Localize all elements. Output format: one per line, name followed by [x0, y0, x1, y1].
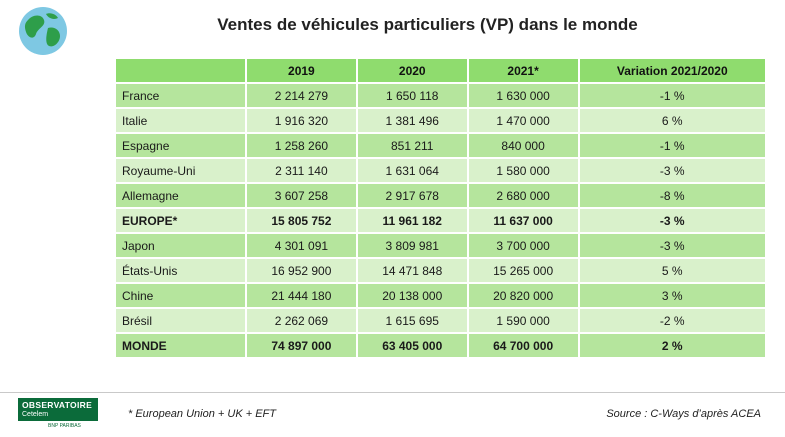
value-2019-cell: 1 916 320	[246, 109, 356, 132]
variation-cell: 5 %	[579, 259, 765, 282]
value-2019-cell: 4 301 091	[246, 234, 356, 257]
value-2021-cell: 1 470 000	[468, 109, 578, 132]
value-2021-cell: 11 637 000	[468, 209, 578, 232]
table-row: France 2 214 279 1 650 118 1 630 000 -1 …	[116, 84, 765, 107]
value-2020-cell: 1 615 695	[357, 309, 467, 332]
value-2020-cell: 1 631 064	[357, 159, 467, 182]
variation-cell: 6 %	[579, 109, 765, 132]
logo-title: OBSERVATOIRE	[18, 398, 98, 411]
value-2019-cell: 21 444 180	[246, 284, 356, 307]
value-2020-cell: 14 471 848	[357, 259, 467, 282]
table-row: Italie 1 916 320 1 381 496 1 470 000 6 %	[116, 109, 765, 132]
country-cell: Japon	[116, 234, 245, 257]
header-cell-variation: Variation 2021/2020	[579, 59, 765, 82]
value-2019-cell: 2 262 069	[246, 309, 356, 332]
country-cell: Allemagne	[116, 184, 245, 207]
value-2020-cell: 2 917 678	[357, 184, 467, 207]
variation-cell: -3 %	[579, 159, 765, 182]
value-2019-cell: 15 805 752	[246, 209, 356, 232]
value-2020-cell: 851 211	[357, 134, 467, 157]
value-2019-cell: 2 214 279	[246, 84, 356, 107]
footnote: * European Union + UK + EFT	[128, 408, 276, 420]
header-cell-2020: 2020	[357, 59, 467, 82]
source-note: Source : C-Ways d’après ACEA	[606, 408, 761, 420]
value-2019-cell: 1 258 260	[246, 134, 356, 157]
value-2019-cell: 2 311 140	[246, 159, 356, 182]
value-2020-cell: 1 381 496	[357, 109, 467, 132]
table-row: Allemagne 3 607 258 2 917 678 2 680 000 …	[116, 184, 765, 207]
table-header-row: 2019 2020 2021* Variation 2021/2020	[116, 59, 765, 82]
table-row-europe-total: EUROPE* 15 805 752 11 961 182 11 637 000…	[116, 209, 765, 232]
table-row: Chine 21 444 180 20 138 000 20 820 000 3…	[116, 284, 765, 307]
value-2020-cell: 3 809 981	[357, 234, 467, 257]
table-row: Brésil 2 262 069 1 615 695 1 590 000 -2 …	[116, 309, 765, 332]
value-2020-cell: 1 650 118	[357, 84, 467, 107]
logo-bank-name: BNP PARIBAS	[48, 423, 81, 429]
country-cell: Chine	[116, 284, 245, 307]
sales-table: 2019 2020 2021* Variation 2021/2020 Fran…	[114, 57, 767, 359]
observatoire-cetelem-logo: OBSERVATOIRE Cetelem BNP PARIBAS	[18, 398, 98, 434]
value-2021-cell: 2 680 000	[468, 184, 578, 207]
value-2021-cell: 3 700 000	[468, 234, 578, 257]
value-2021-cell: 1 630 000	[468, 84, 578, 107]
table-row: Royaume-Uni 2 311 140 1 631 064 1 580 00…	[116, 159, 765, 182]
variation-cell: -1 %	[579, 134, 765, 157]
value-2019-cell: 16 952 900	[246, 259, 356, 282]
page-title: Ventes de véhicules particuliers (VP) da…	[217, 15, 638, 34]
footer-divider	[0, 392, 785, 393]
header-cell-country	[116, 59, 245, 82]
value-2021-cell: 1 590 000	[468, 309, 578, 332]
value-2020-cell: 63 405 000	[357, 334, 467, 357]
country-cell: EUROPE*	[116, 209, 245, 232]
table-row: Espagne 1 258 260 851 211 840 000 -1 %	[116, 134, 765, 157]
value-2021-cell: 64 700 000	[468, 334, 578, 357]
country-cell: Royaume-Uni	[116, 159, 245, 182]
variation-cell: -1 %	[579, 84, 765, 107]
country-cell: France	[116, 84, 245, 107]
value-2020-cell: 20 138 000	[357, 284, 467, 307]
value-2019-cell: 74 897 000	[246, 334, 356, 357]
value-2021-cell: 15 265 000	[468, 259, 578, 282]
table-row: États-Unis 16 952 900 14 471 848 15 265 …	[116, 259, 765, 282]
value-2019-cell: 3 607 258	[246, 184, 356, 207]
value-2020-cell: 11 961 182	[357, 209, 467, 232]
variation-cell: -3 %	[579, 234, 765, 257]
table-row: Japon 4 301 091 3 809 981 3 700 000 -3 %	[116, 234, 765, 257]
country-cell: États-Unis	[116, 259, 245, 282]
table-row-world-total: MONDE 74 897 000 63 405 000 64 700 000 2…	[116, 334, 765, 357]
value-2021-cell: 1 580 000	[468, 159, 578, 182]
variation-cell: -2 %	[579, 309, 765, 332]
logo-subtitle: Cetelem	[18, 411, 98, 421]
variation-cell: -8 %	[579, 184, 765, 207]
value-2021-cell: 840 000	[468, 134, 578, 157]
value-2021-cell: 20 820 000	[468, 284, 578, 307]
country-cell: Italie	[116, 109, 245, 132]
header-cell-2019: 2019	[246, 59, 356, 82]
header-cell-2021: 2021*	[468, 59, 578, 82]
country-cell: MONDE	[116, 334, 245, 357]
globe-icon	[19, 7, 67, 55]
country-cell: Espagne	[116, 134, 245, 157]
country-cell: Brésil	[116, 309, 245, 332]
variation-cell: 2 %	[579, 334, 765, 357]
variation-cell: 3 %	[579, 284, 765, 307]
variation-cell: -3 %	[579, 209, 765, 232]
